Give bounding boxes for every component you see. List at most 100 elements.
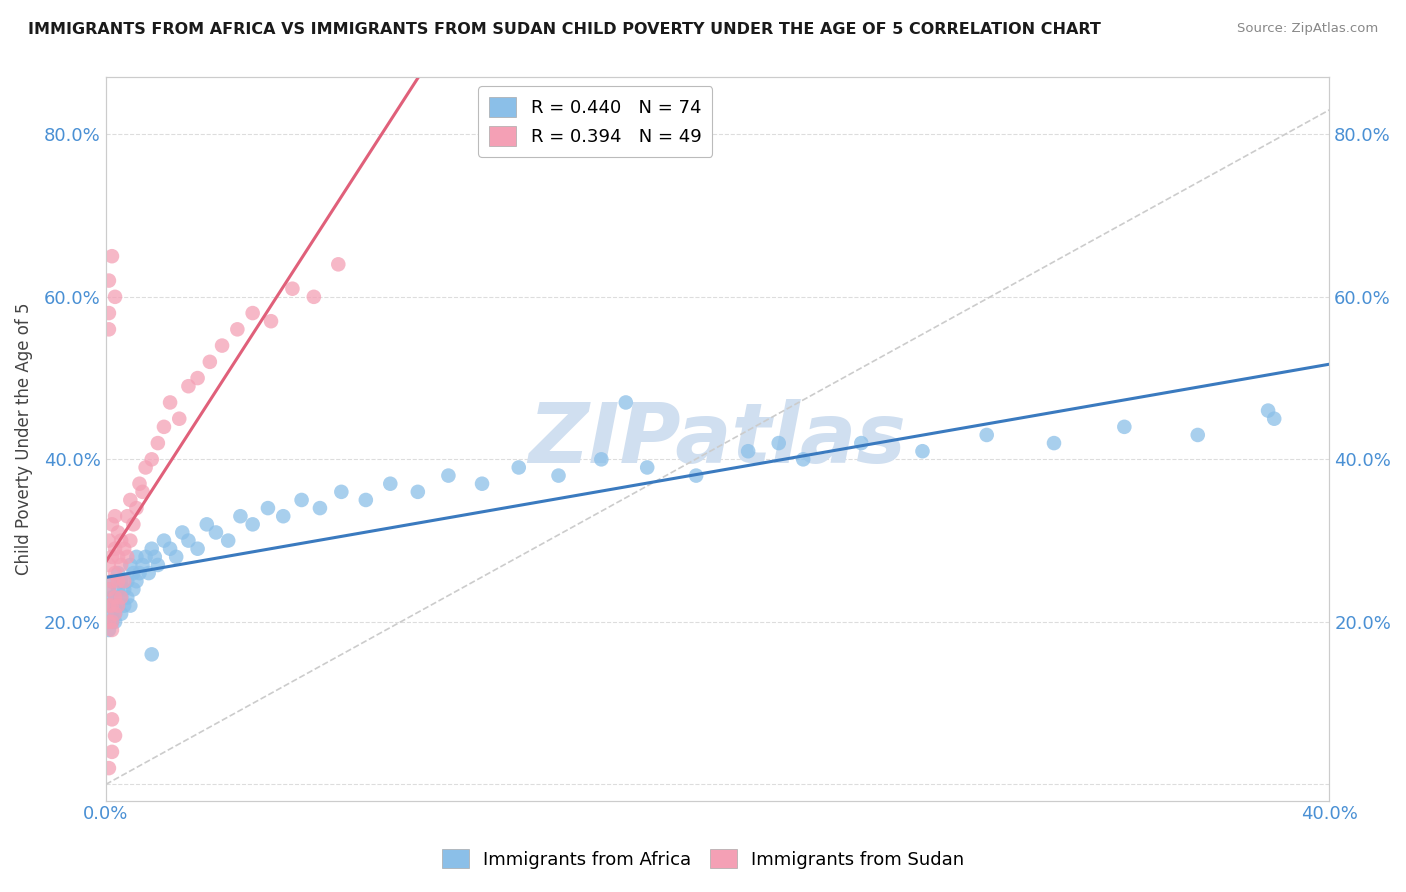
Point [101, 623, 124, 637]
Point [104, 729, 127, 743]
Point [406, 484, 429, 499]
Point [508, 460, 530, 475]
Point [153, 533, 176, 548]
Point [117, 591, 139, 605]
Point [104, 566, 127, 580]
Point [104, 541, 127, 556]
Point [110, 574, 132, 589]
Point [291, 493, 314, 508]
Point [380, 476, 402, 491]
Point [97, 558, 120, 572]
Point [330, 484, 353, 499]
Point [101, 249, 124, 263]
Point [110, 558, 132, 572]
Point [242, 517, 264, 532]
Point [97, 615, 120, 629]
Point [131, 484, 153, 499]
Point [97, 322, 120, 336]
Text: IMMIGRANTS FROM AFRICA VS IMMIGRANTS FROM SUDAN CHILD POVERTY UNDER THE AGE OF 5: IMMIGRANTS FROM AFRICA VS IMMIGRANTS FRO… [28, 22, 1101, 37]
Point [851, 436, 873, 450]
Point [101, 599, 124, 613]
Point [146, 558, 169, 572]
Point [101, 517, 124, 532]
Point [187, 541, 209, 556]
Point [120, 533, 142, 548]
Point [104, 607, 127, 621]
Point [117, 574, 139, 589]
Point [1114, 420, 1136, 434]
Point [177, 533, 200, 548]
Point [97, 582, 120, 597]
Point [101, 615, 124, 629]
Point [141, 541, 163, 556]
Point [110, 607, 132, 621]
Point [226, 322, 249, 336]
Point [97, 623, 120, 637]
Point [471, 476, 494, 491]
Point [112, 541, 135, 556]
Point [117, 509, 139, 524]
Point [97, 599, 120, 613]
Legend: R = 0.440   N = 74, R = 0.394   N = 49: R = 0.440 N = 74, R = 0.394 N = 49 [478, 87, 713, 157]
Point [107, 599, 129, 613]
Point [271, 509, 294, 524]
Point [117, 549, 139, 564]
Point [97, 599, 120, 613]
Point [101, 607, 124, 621]
Point [125, 574, 148, 589]
Point [309, 501, 332, 516]
Point [737, 444, 759, 458]
Point [97, 761, 120, 775]
Point [768, 436, 790, 450]
Point [128, 566, 150, 580]
Point [101, 574, 124, 589]
Point [112, 599, 135, 613]
Point [101, 591, 124, 605]
Point [104, 591, 127, 605]
Point [97, 582, 120, 597]
Point [107, 574, 129, 589]
Point [101, 574, 124, 589]
Point [177, 379, 200, 393]
Point [257, 501, 280, 516]
Point [187, 371, 209, 385]
Point [128, 476, 150, 491]
Point [125, 501, 148, 516]
Text: ZIPatlas: ZIPatlas [529, 399, 907, 480]
Point [110, 591, 132, 605]
Point [159, 395, 181, 409]
Point [120, 558, 142, 572]
Point [636, 460, 658, 475]
Point [104, 615, 127, 629]
Point [101, 615, 124, 629]
Point [107, 566, 129, 580]
Point [153, 420, 176, 434]
Point [1043, 436, 1066, 450]
Point [1187, 428, 1209, 442]
Point [104, 509, 127, 524]
Point [107, 599, 129, 613]
Point [211, 338, 233, 352]
Point [112, 574, 135, 589]
Point [159, 541, 181, 556]
Point [281, 282, 304, 296]
Point [167, 411, 190, 425]
Point [131, 558, 153, 572]
Point [138, 566, 160, 580]
Point [122, 566, 145, 580]
Point [792, 452, 814, 467]
Legend: Immigrants from Africa, Immigrants from Sudan: Immigrants from Africa, Immigrants from … [434, 841, 972, 876]
Point [141, 648, 163, 662]
Point [143, 549, 166, 564]
Point [107, 582, 129, 597]
Point [354, 493, 377, 508]
Text: Source: ZipAtlas.com: Source: ZipAtlas.com [1237, 22, 1378, 36]
Point [437, 468, 460, 483]
Point [135, 460, 157, 475]
Point [976, 428, 998, 442]
Point [110, 533, 132, 548]
Point [302, 290, 325, 304]
Point [195, 517, 218, 532]
Point [205, 525, 228, 540]
Point [260, 314, 283, 328]
